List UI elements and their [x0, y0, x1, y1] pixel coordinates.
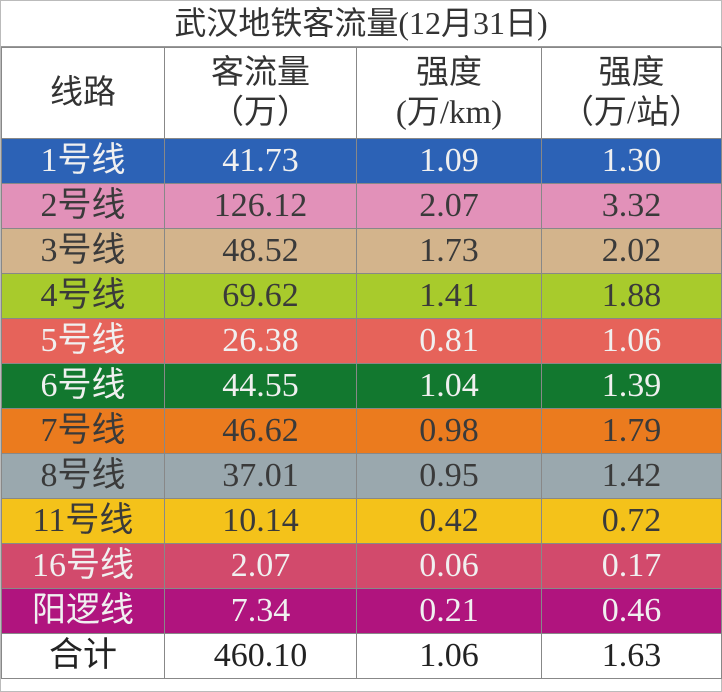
cell: 69.62: [164, 273, 357, 319]
table-row: 3号线 48.52 1.73 2.02: [1, 228, 722, 274]
table-header: 线路 客流量 （万） 强度 (万/km) 强度 （万/站）: [1, 47, 722, 139]
line-name: 6号线: [1, 363, 165, 409]
table-row: 1号线 41.73 1.09 1.30: [1, 138, 722, 184]
table-row: 2号线 126.12 2.07 3.32: [1, 183, 722, 229]
line-name: 阳逻线: [1, 588, 165, 634]
cell: 1.30: [541, 138, 722, 184]
line-name: 3号线: [1, 228, 165, 274]
cell: 26.38: [164, 318, 357, 364]
cell: 0.46: [541, 588, 722, 634]
line-name: 8号线: [1, 453, 165, 499]
cell: 1.88: [541, 273, 722, 319]
header-cell: 强度 （万/站）: [541, 47, 722, 139]
header-text: 客流量: [211, 55, 310, 91]
line-name: 合计: [1, 633, 165, 679]
cell: 460.10: [164, 633, 357, 679]
header-text: 线路: [50, 75, 116, 111]
cell: 7.34: [164, 588, 357, 634]
header-cell: 线路: [1, 47, 165, 139]
title: 武汉地铁客流量(12月31日): [1, 1, 721, 47]
table: 线路 客流量 （万） 强度 (万/km) 强度 （万/站） 1号线 41.73 1.09 1.30…: [1, 47, 722, 679]
table-row: 5号线 26.38 0.81 1.06: [1, 318, 722, 364]
cell: 37.01: [164, 453, 357, 499]
cell: 0.42: [356, 498, 542, 544]
table-row: 4号线 69.62 1.41 1.88: [1, 273, 722, 319]
cell: 1.79: [541, 408, 722, 454]
table-row: 6号线 44.55 1.04 1.39: [1, 363, 722, 409]
cell: 1.63: [541, 633, 722, 679]
cell: 44.55: [164, 363, 357, 409]
cell: 0.06: [356, 543, 542, 589]
cell: 41.73: [164, 138, 357, 184]
cell: 1.41: [356, 273, 542, 319]
cell: 1.39: [541, 363, 722, 409]
cell: 0.98: [356, 408, 542, 454]
line-name: 11号线: [1, 498, 165, 544]
header-text: 强度: [598, 55, 665, 91]
table-body: 1号线 41.73 1.09 1.30 2号线 126.12 2.07 3.32 3号线 48.5…: [1, 138, 722, 679]
cell: 10.14: [164, 498, 357, 544]
line-name: 4号线: [1, 273, 165, 319]
cell: 48.52: [164, 228, 357, 274]
cell: 1.73: [356, 228, 542, 274]
line-name: 5号线: [1, 318, 165, 364]
header-cell: 客流量 （万）: [164, 47, 357, 139]
cell: 126.12: [164, 183, 357, 229]
cell: 0.21: [356, 588, 542, 634]
cell: 1.06: [541, 318, 722, 364]
cell: 3.32: [541, 183, 722, 229]
line-name: 1号线: [1, 138, 165, 184]
table-row: 阳逻线 7.34 0.21 0.46: [1, 588, 722, 634]
cell: 1.06: [356, 633, 542, 679]
line-name: 7号线: [1, 408, 165, 454]
table-row: 11号线 10.14 0.42 0.72: [1, 498, 722, 544]
header-text: (万/km): [395, 95, 503, 131]
cell: 1.09: [356, 138, 542, 184]
header-text: 强度: [416, 55, 482, 91]
header-cell: 强度 (万/km): [356, 47, 542, 139]
cell: 2.07: [164, 543, 357, 589]
header-text: （万）: [211, 95, 310, 131]
table-row: 合计 460.10 1.06 1.63: [1, 633, 722, 679]
cell: 0.95: [356, 453, 542, 499]
line-name: 2号线: [1, 183, 165, 229]
cell: 1.04: [356, 363, 542, 409]
cell: 2.02: [541, 228, 722, 274]
cell: 0.17: [541, 543, 722, 589]
table-row: 16号线 2.07 0.06 0.17: [1, 543, 722, 589]
cell: 0.81: [356, 318, 542, 364]
table-row: 8号线 37.01 0.95 1.42: [1, 453, 722, 499]
cell: 0.72: [541, 498, 722, 544]
table-row: 7号线 46.62 0.98 1.79: [1, 408, 722, 454]
cell: 46.62: [164, 408, 357, 454]
line-name: 16号线: [1, 543, 165, 589]
header-row: 线路 客流量 （万） 强度 (万/km) 强度 （万/站）: [1, 47, 722, 139]
header-text: （万/站）: [560, 95, 703, 131]
cell: 2.07: [356, 183, 542, 229]
cell: 1.42: [541, 453, 722, 499]
